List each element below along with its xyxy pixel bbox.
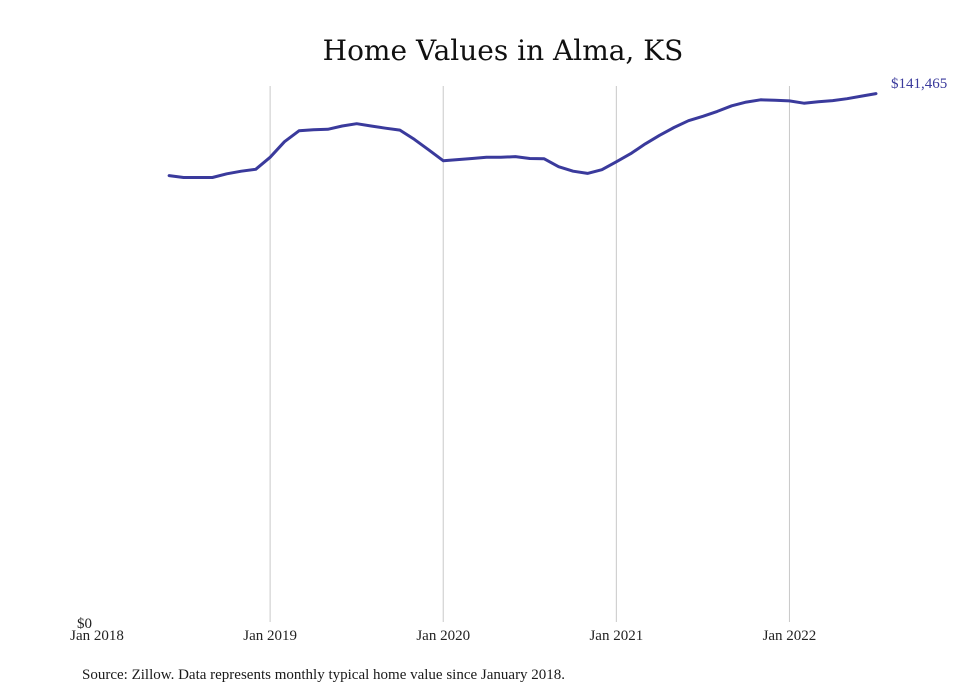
last-value-label: $141,465 <box>891 76 947 92</box>
y-axis-labels: $0 <box>77 616 92 632</box>
x-tick-label: Jan 2020 <box>416 628 470 644</box>
x-tick-label: Jan 2019 <box>243 628 297 644</box>
x-tick-label: Jan 2021 <box>589 628 643 644</box>
x-tick-label: Jan 2022 <box>763 628 817 644</box>
source-note: Source: Zillow. Data represents monthly … <box>82 667 566 683</box>
x-axis-labels: Jan 2018 Jan 2019 Jan 2020 Jan 2021 Jan 2022 <box>70 628 816 644</box>
y-tick-label: $0 <box>77 616 92 632</box>
series-group <box>167 92 878 179</box>
series-line <box>167 92 878 179</box>
chart-title: Home Values in Alma, KS <box>323 34 684 67</box>
grid-lines <box>269 86 790 622</box>
x-tick-label: Jan 2018 <box>70 628 124 644</box>
